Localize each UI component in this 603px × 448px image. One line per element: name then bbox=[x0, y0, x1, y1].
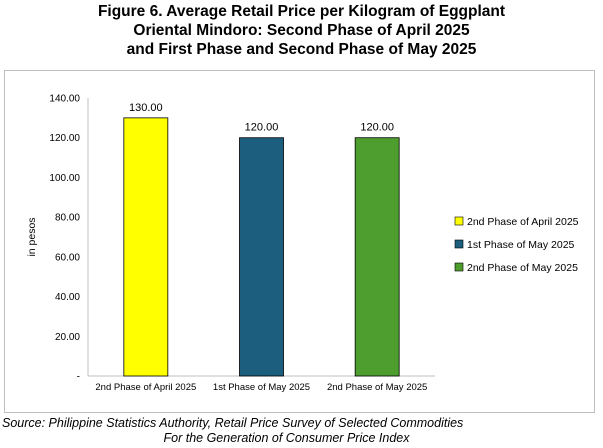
y-tick-label: 20.00 bbox=[55, 332, 80, 343]
legend-label: 2nd Phase of May 2025 bbox=[467, 262, 578, 274]
legend-swatch bbox=[454, 262, 464, 272]
y-tick-label: 80.00 bbox=[55, 213, 80, 224]
x-tick-label: 1st Phase of May 2025 bbox=[213, 382, 310, 393]
y-tick-label: 60.00 bbox=[55, 252, 80, 263]
source-line-2: For the Generation of Consumer Price Ind… bbox=[163, 431, 410, 445]
data-label: 130.00 bbox=[129, 102, 163, 114]
y-tick-label: 140.00 bbox=[49, 94, 80, 105]
chart-title-line-1: Figure 6. Average Retail Price per Kilog… bbox=[97, 3, 506, 20]
x-tick-label: 2nd Phase of April 2025 bbox=[95, 382, 196, 393]
chart-title: Figure 6. Average Retail Price per Kilog… bbox=[0, 2, 603, 59]
y-tick-label: 120.00 bbox=[49, 133, 80, 144]
y-tick-label: 100.00 bbox=[49, 173, 80, 184]
legend-swatch bbox=[454, 216, 464, 226]
legend-label: 1st Phase of May 2025 bbox=[467, 239, 575, 251]
chart-title-line-3: and First Phase and Second Phase of May … bbox=[126, 41, 477, 58]
x-tick-label: 2nd Phase of May 2025 bbox=[327, 382, 427, 393]
legend-swatch bbox=[454, 239, 464, 249]
chart-title-line-2: Oriental Mindoro: Second Phase of April … bbox=[133, 22, 470, 39]
bar bbox=[239, 137, 284, 377]
data-label: 120.00 bbox=[360, 122, 394, 134]
data-label: 120.00 bbox=[245, 122, 279, 134]
legend-label: 2nd Phase of April 2025 bbox=[467, 216, 579, 228]
bar bbox=[123, 117, 169, 377]
y-axis-title: in pesos bbox=[26, 217, 38, 256]
y-tick-label: 40.00 bbox=[55, 292, 80, 303]
source-note: Source: Philippine Statistics Authority,… bbox=[0, 416, 603, 446]
chart-frame bbox=[4, 70, 595, 413]
source-line-1: Source: Philippine Statistics Authority,… bbox=[2, 416, 464, 430]
bar bbox=[354, 137, 400, 377]
y-tick-label: - bbox=[77, 372, 80, 383]
